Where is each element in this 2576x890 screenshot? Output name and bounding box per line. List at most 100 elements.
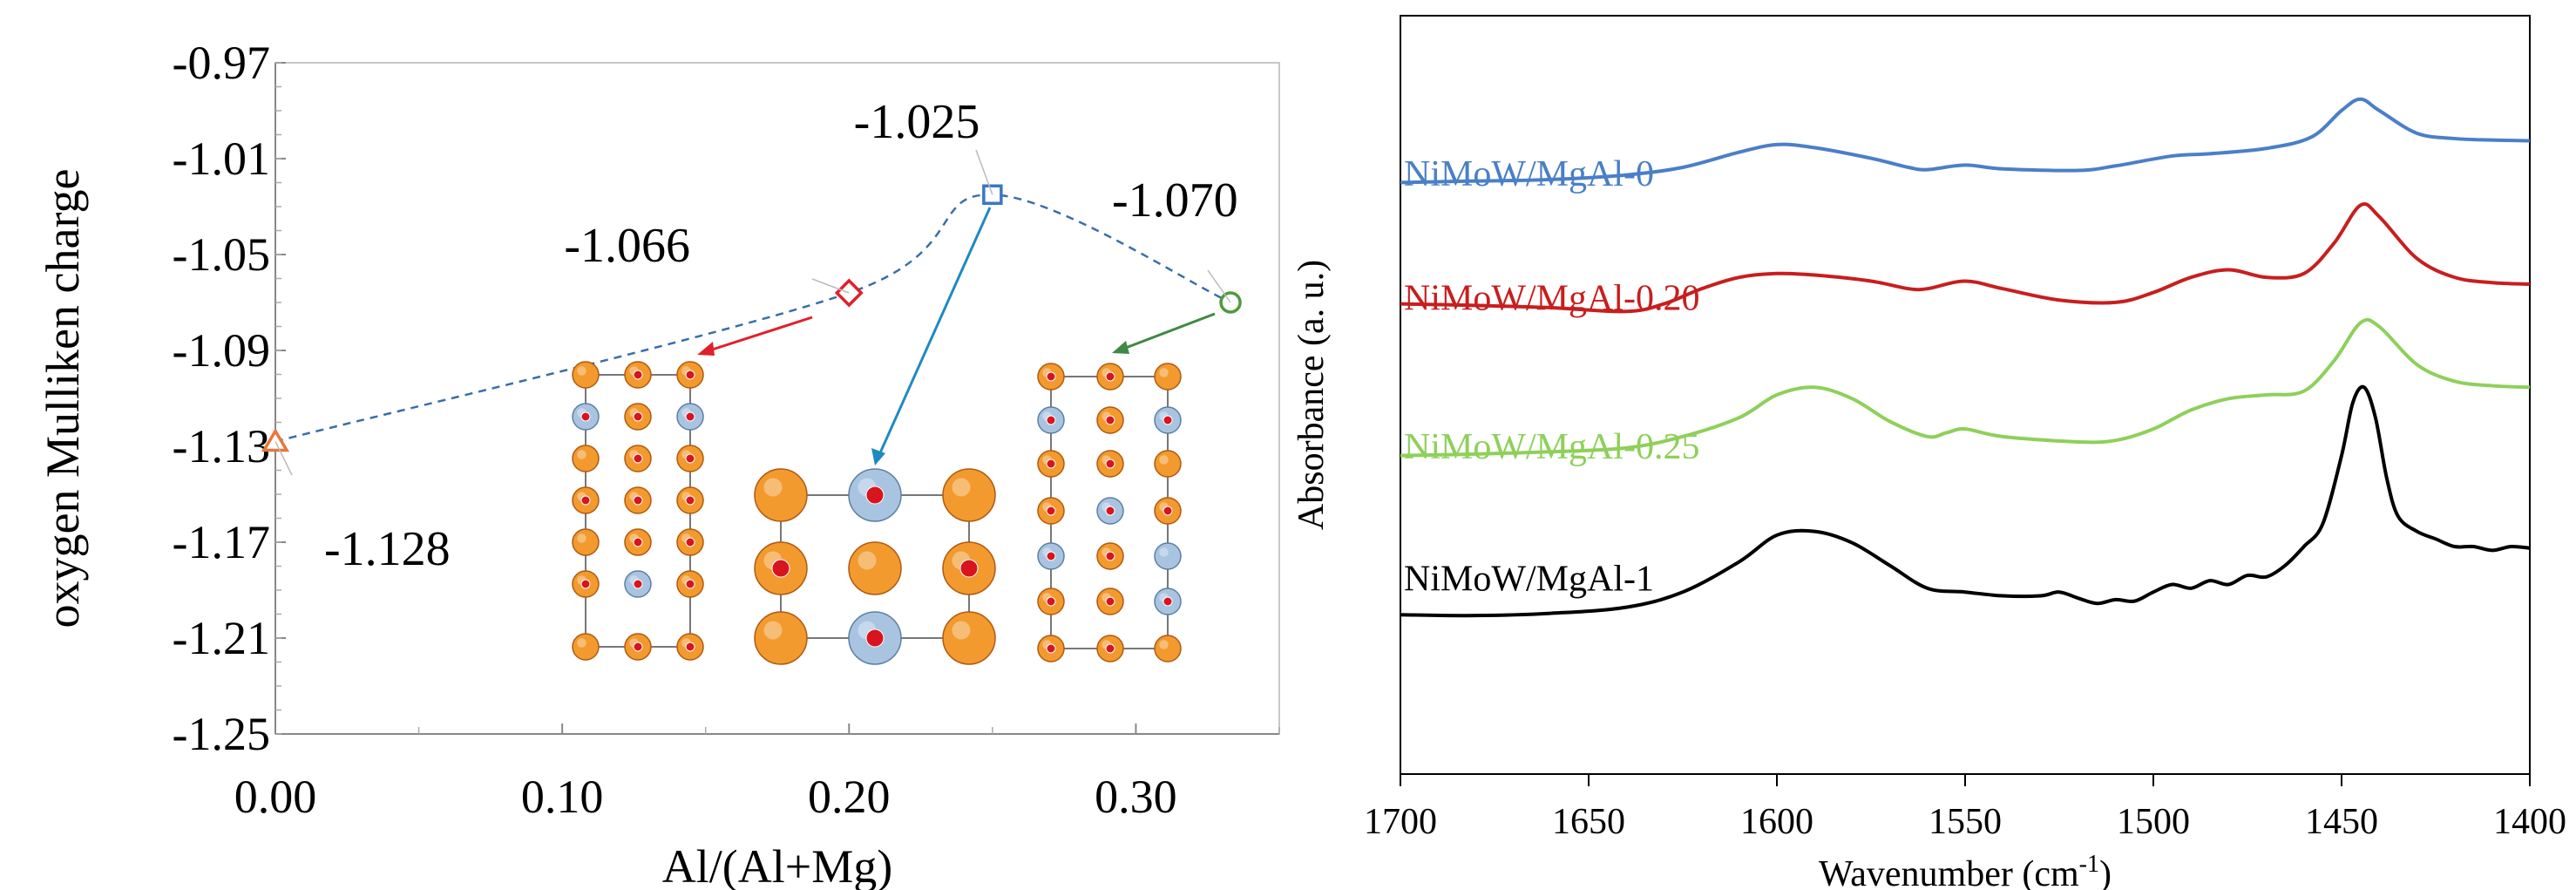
y-tick-label: -0.97	[173, 37, 270, 89]
leader-line	[275, 441, 293, 476]
arrow-blue	[877, 207, 992, 458]
atom-highlight	[577, 638, 586, 648]
spectrum-series	[1400, 97, 2531, 618]
right-axis-ticks: 1700 1650 1600 1550 1500 1450 1400	[1364, 774, 2566, 842]
orange-atom-icon	[572, 528, 600, 556]
x-tick-label: 1400	[2493, 802, 2566, 842]
orange-atom-icon	[942, 468, 996, 522]
trend-line	[275, 193, 1231, 443]
series-label: NiMoW/MgAl-0.25	[1404, 427, 1700, 467]
atom-highlight	[577, 366, 586, 376]
structure-arrows	[697, 207, 1216, 465]
arrow-red-head	[697, 342, 715, 356]
orange-atom-icon	[754, 468, 808, 522]
y-tick-label: -1.01	[173, 132, 270, 185]
oxygen-atom-icon	[580, 495, 591, 506]
y-tick-label: -1.05	[173, 228, 270, 281]
oxygen-atom-icon	[633, 495, 643, 506]
oxygen-atom-icon	[1046, 415, 1056, 425]
left-x-axis-label: Al/(Al+Mg)	[662, 840, 892, 890]
atom-highlight	[763, 621, 783, 640]
arrow-green-head	[1112, 341, 1129, 354]
orange-atom-icon	[754, 611, 808, 665]
atom-highlight	[577, 533, 586, 543]
atom-highlight	[577, 450, 586, 459]
oxygen-atom-icon	[685, 453, 695, 464]
oxygen-atom-icon	[1105, 596, 1115, 607]
series-label: NiMoW/MgAl-0.20	[1404, 279, 1700, 319]
oxygen-atom-icon	[685, 411, 695, 422]
point-annotations: -1.128 -1.066 -1.025 -1.070	[275, 95, 1238, 576]
oxygen-atom-icon	[865, 486, 885, 505]
series-line	[1400, 317, 2531, 458]
mulliken-charge-chart: -0.97 -1.01 -1.05 -1.09 -1.13 -1.17 -1.21 -1.25…	[37, 37, 1280, 890]
x-tick-label: 0.30	[1095, 771, 1177, 823]
oxygen-atom-icon	[865, 628, 885, 648]
atom-highlight	[858, 551, 877, 570]
series-line	[1400, 97, 2531, 185]
oxygen-atom-icon	[1046, 596, 1056, 607]
x-tick-label: 0.10	[521, 771, 604, 823]
oxygen-atom-icon	[1046, 506, 1056, 516]
series-line	[1400, 201, 2531, 314]
oxygen-atom-icon	[1105, 415, 1115, 425]
point-value-label: -1.066	[564, 219, 690, 273]
leader-line	[811, 278, 850, 294]
oxygen-atom-icon	[685, 642, 695, 652]
right-y-axis-label: Absorbance (a. u.)	[1291, 260, 1332, 530]
atom-highlight	[952, 478, 971, 497]
x-tick-label: 1550	[1929, 802, 2002, 842]
leader-line	[975, 149, 993, 195]
oxygen-atom-icon	[771, 559, 790, 578]
atom-highlight	[1159, 547, 1169, 557]
atom-highlight	[1159, 455, 1169, 465]
oxygen-atom-icon	[685, 537, 695, 547]
oxygen-atom-icon	[633, 453, 643, 464]
orange-atom-icon	[942, 611, 996, 665]
oxygen-atom-icon	[580, 579, 591, 589]
oxygen-atom-icon	[1163, 506, 1173, 516]
y-tick-label: -1.25	[173, 708, 270, 760]
atom-highlight	[1159, 368, 1169, 377]
triangle-marker	[261, 428, 290, 452]
orange-atom-icon	[1154, 363, 1182, 391]
trend-curve	[275, 193, 1231, 443]
orange-atom-icon	[848, 541, 902, 595]
series-label: NiMoW/MgAl-0	[1404, 154, 1654, 194]
x-tick-label: 1650	[1552, 802, 1625, 842]
y-tick-label: -1.13	[173, 420, 270, 472]
orange-atom-icon	[572, 361, 600, 389]
crystal-structure-illustrations	[572, 361, 1182, 665]
oxygen-atom-icon	[633, 579, 643, 589]
oxygen-atom-icon	[1046, 371, 1056, 382]
oxygen-atom-icon	[633, 370, 643, 380]
data-points	[261, 184, 1242, 452]
left-axis-ticks: -0.97 -1.01 -1.05 -1.09 -1.13 -1.17 -1.21 -1.25…	[173, 37, 1280, 823]
x-tick-label: 1600	[1740, 802, 1813, 842]
arrow-red	[703, 316, 813, 354]
oxygen-atom-icon	[959, 559, 979, 578]
orange-atom-icon	[572, 445, 600, 472]
oxygen-atom-icon	[633, 642, 643, 652]
oxygen-atom-icon	[1105, 551, 1115, 561]
oxygen-atom-icon	[1105, 643, 1115, 654]
y-tick-label: -1.21	[173, 612, 270, 664]
point-value-label: -1.025	[854, 95, 980, 149]
oxygen-atom-icon	[1105, 371, 1115, 382]
oxygen-atom-icon	[685, 579, 695, 589]
right-plot-area	[1400, 15, 2531, 775]
oxygen-atom-icon	[1105, 506, 1115, 516]
point-value-label: -1.070	[1112, 173, 1238, 228]
oxygen-atom-icon	[685, 370, 695, 380]
oxygen-atom-icon	[1046, 551, 1056, 561]
arrow-blue-head	[871, 448, 885, 465]
oxygen-atom-icon	[633, 537, 643, 547]
series-label: NiMoW/MgAl-1	[1404, 560, 1654, 600]
x-tick-label: 0.00	[234, 771, 317, 823]
atom-highlight	[952, 621, 971, 640]
x-tick-label: 1700	[1364, 802, 1437, 842]
y-tick-label: -1.17	[173, 516, 270, 568]
series-line	[1400, 384, 2531, 618]
leader-line	[1207, 269, 1231, 303]
